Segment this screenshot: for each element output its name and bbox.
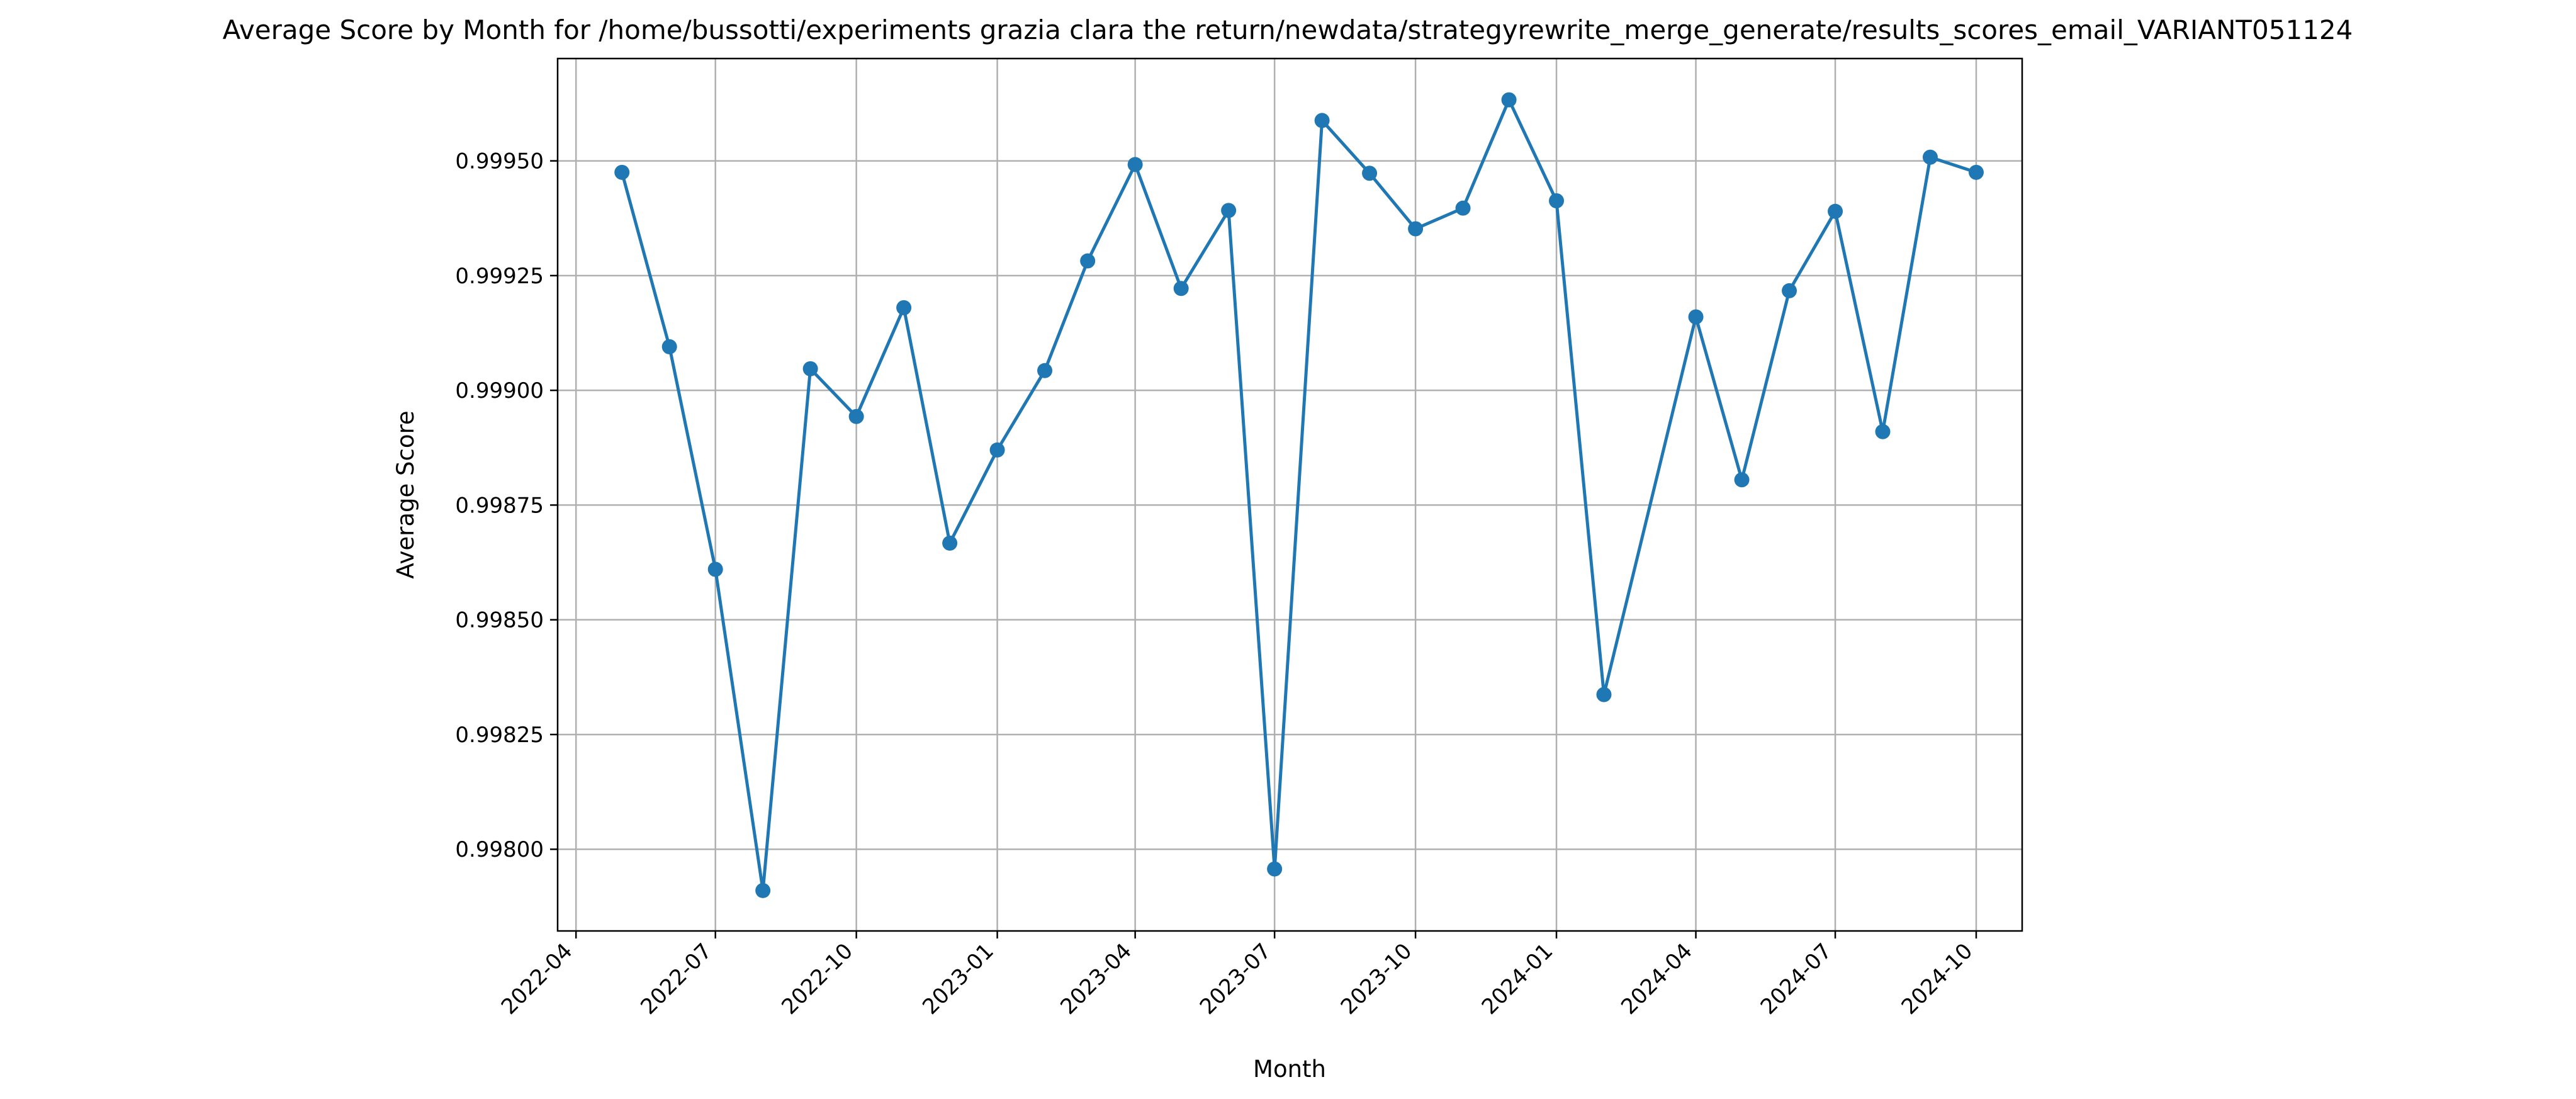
- data-point: [989, 442, 1005, 458]
- y-tick-label: 0.99850: [455, 608, 544, 633]
- y-axis-label: Average Score: [392, 410, 419, 578]
- data-point: [661, 339, 677, 354]
- x-tick-label: 2023-10: [1336, 938, 1417, 1020]
- x-tick-label: 2023-01: [918, 938, 999, 1020]
- data-point: [1782, 283, 1797, 298]
- x-tick-label: 2024-10: [1897, 938, 1978, 1020]
- data-point: [1922, 149, 1938, 165]
- data-point: [1734, 472, 1750, 488]
- data-point: [1828, 203, 1843, 219]
- data-point: [1267, 861, 1283, 877]
- data-point: [1875, 424, 1891, 439]
- y-axis-ticks: 0.99800 0.99825 0.99850 0.99875 0.99900 0.999…: [455, 149, 558, 862]
- data-point: [1968, 164, 1984, 180]
- x-tick-label: 2024-07: [1756, 938, 1837, 1020]
- data-point: [1501, 92, 1517, 108]
- grid-lines: [558, 59, 2022, 931]
- data-points: [614, 92, 1984, 898]
- data-point: [1596, 687, 1612, 702]
- data-point: [755, 882, 771, 898]
- series-line: [620, 98, 1977, 893]
- x-tick-label: 2022-07: [636, 938, 717, 1020]
- y-tick-label: 0.99875: [455, 493, 544, 518]
- y-tick-label: 0.99800: [455, 837, 544, 862]
- x-axis-label: Month: [1253, 1056, 1326, 1083]
- x-axis-ticks: 2022-04 2022-07 2022-10 2023-01 2023-04 2023-…: [497, 931, 1978, 1020]
- data-point: [1408, 221, 1424, 237]
- x-tick-label: 2022-10: [777, 938, 858, 1020]
- data-point: [1127, 157, 1143, 172]
- x-tick-label: 2023-07: [1195, 938, 1276, 1020]
- y-tick-label: 0.99950: [455, 149, 544, 174]
- data-point: [1221, 203, 1237, 218]
- series-line-layer: [620, 98, 1977, 893]
- data-point: [707, 561, 723, 577]
- x-tick-label: 2024-01: [1477, 938, 1558, 1020]
- data-point: [1549, 193, 1565, 209]
- x-tick-label: 2022-04: [497, 938, 578, 1020]
- data-point: [1314, 113, 1330, 128]
- y-tick-label: 0.99825: [455, 723, 544, 748]
- x-tick-label: 2024-04: [1616, 938, 1697, 1020]
- chart-title: Average Score by Month for /home/bussott…: [223, 14, 2353, 45]
- data-point: [802, 361, 818, 376]
- data-point: [848, 409, 864, 424]
- data-point: [1688, 309, 1704, 325]
- x-tick-label: 2023-04: [1055, 938, 1137, 1020]
- data-point: [1455, 200, 1471, 216]
- data-point: [942, 535, 958, 551]
- plot-frame: [556, 57, 2023, 932]
- data-point: [614, 164, 630, 180]
- data-point: [896, 300, 912, 315]
- data-point: [1173, 281, 1189, 296]
- data-point: [1037, 363, 1053, 378]
- y-tick-label: 0.99925: [455, 264, 544, 289]
- data-point: [1362, 166, 1378, 181]
- data-point: [1080, 253, 1096, 269]
- y-tick-label: 0.99900: [455, 378, 544, 403]
